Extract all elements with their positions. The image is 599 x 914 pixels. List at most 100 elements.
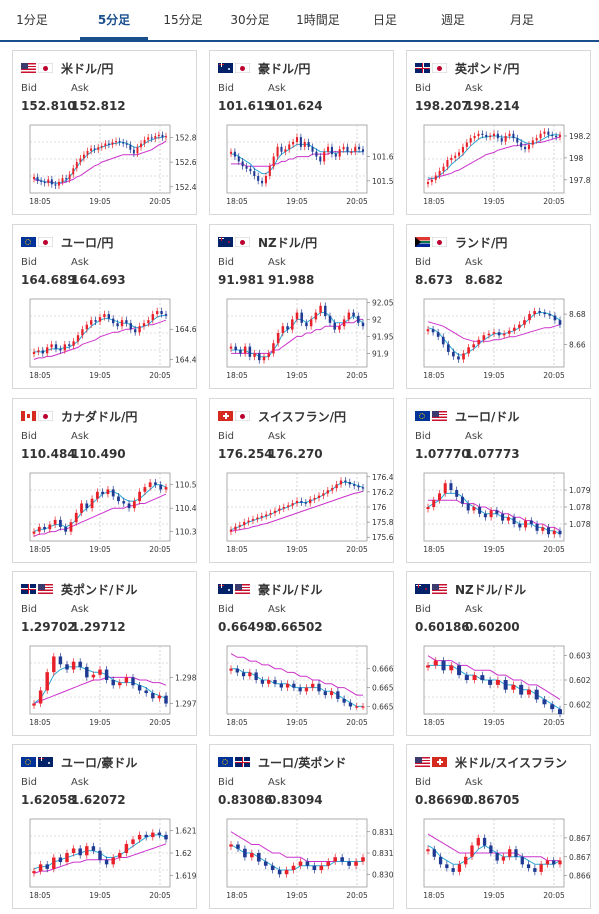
y-tick-label: 0.8305 (372, 870, 393, 879)
pair-name[interactable]: 米ドル/円 (61, 61, 114, 76)
x-tick-label: 20:05 (149, 718, 171, 727)
pair-header: NZドル/ドル (415, 582, 527, 597)
candle-body (314, 312, 318, 320)
candle-body (267, 680, 271, 684)
rate-card[interactable]: ユーロ/英ポンドBidAsk0.830860.830940.83150.8310… (209, 744, 394, 909)
rate-card[interactable]: カナダドル/円 Bid Ask 110.484 110.490 110.5 110.4 110… (12, 398, 197, 563)
candle-body (433, 660, 438, 666)
pair-name[interactable]: 英ポンド/ドル (61, 582, 138, 597)
x-tick-label: 18:05 (226, 545, 248, 554)
candle-body (36, 176, 39, 181)
candle-body (284, 149, 287, 152)
pair-name[interactable]: ユーロ/ドル (455, 409, 520, 424)
candle-body (496, 133, 499, 139)
candle-body (504, 135, 507, 142)
candle-body (344, 480, 347, 483)
pair-name[interactable]: NZドル/ドル (455, 582, 527, 597)
rate-card[interactable]: 米ドル/円 Bid Ask 152.810 152.812 152.8 152.6 152.4… (12, 50, 197, 215)
rate-card[interactable]: 英ポンド/円 Bid Ask 198.207 198.214 198.2 198 197.8 1… (406, 50, 591, 215)
candle-body (65, 664, 69, 670)
pair-name[interactable]: ユーロ/豪ドル (61, 755, 138, 770)
pair-name[interactable]: 英ポンド/円 (455, 61, 520, 76)
candle-body (489, 135, 492, 138)
pair-name[interactable]: ランド/円 (455, 235, 508, 250)
pair-name[interactable]: スイスフラン/円 (258, 409, 347, 424)
y-tick-label: 8.66 (569, 340, 586, 349)
tab-4[interactable]: 1時間足 (296, 13, 340, 27)
rate-card[interactable]: 豪ドル/ドルBidAsk0.664980.665020.6660.66550.6… (209, 571, 394, 736)
candle-body (157, 134, 160, 137)
tab-6[interactable]: 週足 (440, 13, 465, 27)
pair-name[interactable]: ユーロ/英ポンド (258, 755, 347, 770)
x-tick-label: 19:05 (89, 718, 111, 727)
pair-name[interactable]: ユーロ/円 (61, 235, 114, 250)
flag-ca-icon (21, 411, 36, 421)
x-tick-label: 20:05 (543, 371, 565, 380)
pair-name[interactable]: カナダドル/円 (61, 409, 138, 424)
candle-body (65, 853, 69, 863)
timeframe-tabs: 1分足 5分足 15分足 30分足 1時間足 日足 週足 月足 (0, 0, 599, 42)
candle-body (357, 316, 360, 323)
tab-5[interactable]: 日足 (372, 13, 397, 27)
pair-name[interactable]: 豪ドル/ドル (258, 582, 323, 597)
tab-3[interactable]: 30分足 (230, 13, 270, 27)
pair-name[interactable]: NZドル/円 (258, 235, 318, 250)
rate-card[interactable]: NZドル/ドルBidAsk0.601860.602000.6030.60250.… (406, 571, 591, 736)
candle-body (535, 524, 539, 531)
candle-body (147, 137, 150, 140)
ask-label: Ask (465, 83, 483, 94)
candle-body (512, 133, 515, 139)
candle-body (319, 156, 322, 162)
candle-body (144, 834, 148, 838)
tab-7[interactable]: 月足 (509, 13, 534, 27)
candle-body (342, 146, 345, 150)
tab-2[interactable]: 15分足 (163, 13, 203, 27)
ask-label: Ask (268, 83, 286, 94)
flag-eu-icon (218, 757, 233, 767)
rate-card[interactable]: ユーロ/豪ドル Bid Ask 1.62058 1.62072 1.621 1.62 1.61… (12, 744, 197, 909)
candle-body (502, 333, 506, 336)
rate-card[interactable]: 英ポンド/ドル Bid Ask 1.29702 1.29712 1.298 1.297 18:… (12, 571, 197, 736)
candle-body (543, 131, 546, 134)
ask-value: 0.83094 (268, 793, 323, 807)
rate-card[interactable]: NZドル/円 Bid Ask 91.981 91.988 92.05 92 91.95 91.9… (209, 224, 394, 389)
candle-body (426, 329, 430, 332)
pair-name[interactable]: 米ドル/スイスフラン (455, 755, 568, 770)
x-tick-label: 20:05 (543, 718, 565, 727)
candle-body (144, 690, 148, 694)
candle-body (543, 312, 547, 315)
candle-body (333, 857, 338, 862)
pair-header: NZドル/円 (218, 235, 318, 250)
tab-0[interactable]: 1分足 (16, 13, 48, 27)
candle-body (159, 484, 163, 490)
y-tick-label: 1.621 (175, 826, 196, 835)
candle-body (454, 155, 457, 158)
candle-body (441, 660, 446, 671)
candle-body (331, 488, 334, 491)
rate-card[interactable]: ユーロ/円 Bid Ask 164.689 164.693 164.6 164.4 18:05… (12, 224, 197, 389)
y-tick-label: 152.8 (175, 133, 196, 142)
rate-card[interactable]: スイスフラン/円 Bid Ask 176.254 176.270 176.4 176.2 17… (209, 398, 394, 563)
ask-label: Ask (465, 257, 483, 268)
candle-body (338, 149, 341, 157)
candle-body (553, 315, 557, 321)
candle-body (154, 136, 157, 139)
tab-1[interactable]: 5分足 (80, 0, 148, 40)
candle-body (277, 870, 282, 875)
pair-name[interactable]: 豪ドル/円 (258, 61, 311, 76)
rate-card[interactable]: ランド/円 Bid Ask 8.673 8.682 8.68 8.66 18:05 19:05 2… (406, 224, 591, 389)
y-tick-label: 101.5 (372, 177, 393, 186)
candle-body (533, 868, 537, 872)
candle-body (473, 135, 476, 139)
candle-body (151, 832, 155, 838)
candle-body (91, 674, 96, 678)
rate-card[interactable]: 豪ドル/円 Bid Ask 101.619 101.624 101.6 101.5 18:05… (209, 50, 394, 215)
candle-body (165, 136, 167, 138)
rate-card[interactable]: 米ドル/スイスフランBidAsk0.866900.867050.86750.86… (406, 744, 591, 909)
candle-body (32, 703, 36, 706)
candle-body (319, 865, 324, 870)
candle-body (256, 853, 261, 862)
rate-card[interactable]: ユーロ/ドルBidAsk1.077701.077731.0791.07851.0… (406, 398, 591, 563)
candle-body (495, 853, 499, 861)
candle-body (500, 138, 503, 142)
